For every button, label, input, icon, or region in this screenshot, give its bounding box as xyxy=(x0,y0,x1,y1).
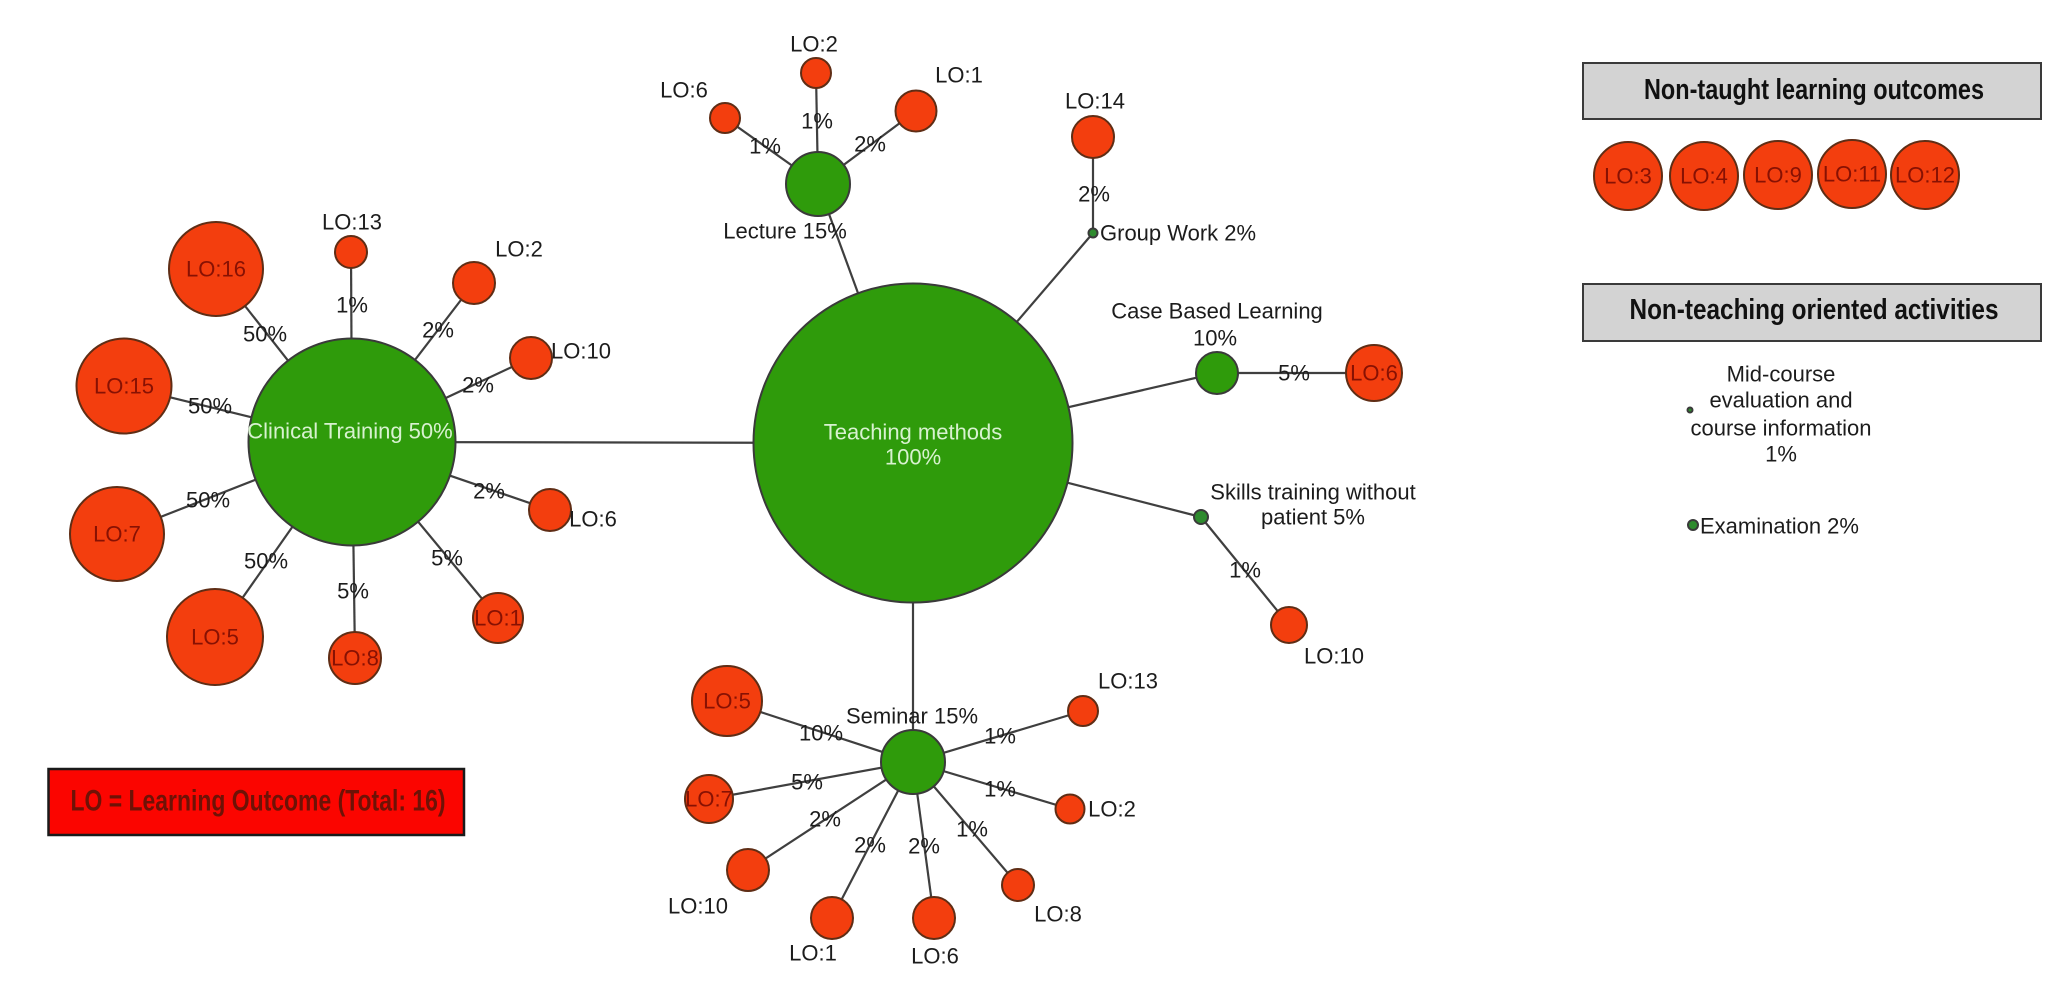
svg-text:2%: 2% xyxy=(422,318,454,343)
svg-text:5%: 5% xyxy=(431,546,463,571)
svg-text:10%: 10% xyxy=(799,721,843,746)
svg-text:LO:15: LO:15 xyxy=(94,374,154,399)
svg-text:LO:2: LO:2 xyxy=(495,237,543,262)
svg-text:LO:16: LO:16 xyxy=(186,257,246,282)
svg-text:LO:13: LO:13 xyxy=(1098,669,1158,694)
svg-text:LO:12: LO:12 xyxy=(1895,163,1955,188)
svg-text:Seminar 15%: Seminar 15% xyxy=(846,704,978,729)
svg-text:1%: 1% xyxy=(801,109,833,134)
svg-text:LO:1: LO:1 xyxy=(474,606,522,631)
svg-text:Teaching methods: Teaching methods xyxy=(824,420,1003,445)
svg-text:LO:10: LO:10 xyxy=(1304,644,1364,669)
svg-text:LO:7: LO:7 xyxy=(685,787,733,812)
svg-text:Case Based Learning: Case Based Learning xyxy=(1111,299,1323,324)
svg-text:2%: 2% xyxy=(473,479,505,504)
svg-text:2%: 2% xyxy=(462,373,494,398)
svg-text:LO:14: LO:14 xyxy=(1065,89,1125,114)
svg-text:LO:7: LO:7 xyxy=(93,522,141,547)
svg-text:LO:1: LO:1 xyxy=(935,63,983,88)
svg-text:1%: 1% xyxy=(984,777,1016,802)
svg-text:2%: 2% xyxy=(1078,182,1110,207)
svg-text:Non-taught learning outcomes: Non-taught learning outcomes xyxy=(1644,74,1984,106)
svg-text:Non-teaching oriented activiti: Non-teaching oriented activities xyxy=(1630,294,1999,326)
svg-text:LO:9: LO:9 xyxy=(1754,163,1802,188)
svg-text:Examination 2%: Examination 2% xyxy=(1700,514,1859,539)
svg-text:Group Work 2%: Group Work 2% xyxy=(1100,221,1256,246)
svg-text:1%: 1% xyxy=(1765,442,1797,467)
svg-text:1%: 1% xyxy=(984,724,1016,749)
svg-text:course information: course information xyxy=(1691,416,1872,441)
svg-text:1%: 1% xyxy=(956,817,988,842)
svg-text:LO:2: LO:2 xyxy=(790,32,838,57)
svg-text:LO:11: LO:11 xyxy=(1823,162,1881,187)
svg-text:evaluation and: evaluation and xyxy=(1709,388,1852,413)
svg-text:1%: 1% xyxy=(749,134,781,159)
svg-text:Skills training without: Skills training without xyxy=(1210,480,1415,505)
svg-text:5%: 5% xyxy=(791,770,823,795)
svg-text:50%: 50% xyxy=(244,549,288,574)
svg-text:50%: 50% xyxy=(188,394,232,419)
svg-text:LO:3: LO:3 xyxy=(1604,164,1652,189)
svg-text:50%: 50% xyxy=(243,322,287,347)
svg-text:Lecture 15%: Lecture 15% xyxy=(723,219,847,244)
svg-text:LO:6: LO:6 xyxy=(1350,361,1398,386)
svg-text:patient 5%: patient 5% xyxy=(1261,505,1365,530)
svg-text:5%: 5% xyxy=(1278,361,1310,386)
svg-text:Mid-course: Mid-course xyxy=(1727,362,1836,387)
svg-text:2%: 2% xyxy=(854,132,886,157)
svg-text:LO:6: LO:6 xyxy=(569,507,617,532)
svg-text:LO:5: LO:5 xyxy=(703,689,751,714)
svg-text:LO:8: LO:8 xyxy=(1034,902,1082,927)
svg-text:1%: 1% xyxy=(336,293,368,318)
svg-text:LO:5: LO:5 xyxy=(191,625,239,650)
svg-text:50%: 50% xyxy=(186,488,230,513)
svg-text:Clinical Training 50%: Clinical Training 50% xyxy=(247,419,452,444)
svg-text:100%: 100% xyxy=(885,445,941,470)
svg-text:LO:4: LO:4 xyxy=(1680,164,1728,189)
svg-text:10%: 10% xyxy=(1193,326,1237,351)
svg-text:LO:1: LO:1 xyxy=(789,941,837,966)
svg-text:2%: 2% xyxy=(908,834,940,859)
svg-text:LO:6: LO:6 xyxy=(660,78,708,103)
svg-text:LO:6: LO:6 xyxy=(911,944,959,969)
svg-text:LO:13: LO:13 xyxy=(322,210,382,235)
svg-text:1%: 1% xyxy=(1229,558,1261,583)
svg-text:LO:2: LO:2 xyxy=(1088,797,1136,822)
svg-text:2%: 2% xyxy=(854,833,886,858)
svg-text:LO:10: LO:10 xyxy=(668,894,728,919)
svg-text:5%: 5% xyxy=(337,579,369,604)
svg-text:LO:8: LO:8 xyxy=(331,646,379,671)
svg-text:LO = Learning Outcome (Total:: LO = Learning Outcome (Total: 16) xyxy=(71,785,446,818)
svg-text:LO:10: LO:10 xyxy=(551,339,611,364)
svg-text:2%: 2% xyxy=(809,807,841,832)
